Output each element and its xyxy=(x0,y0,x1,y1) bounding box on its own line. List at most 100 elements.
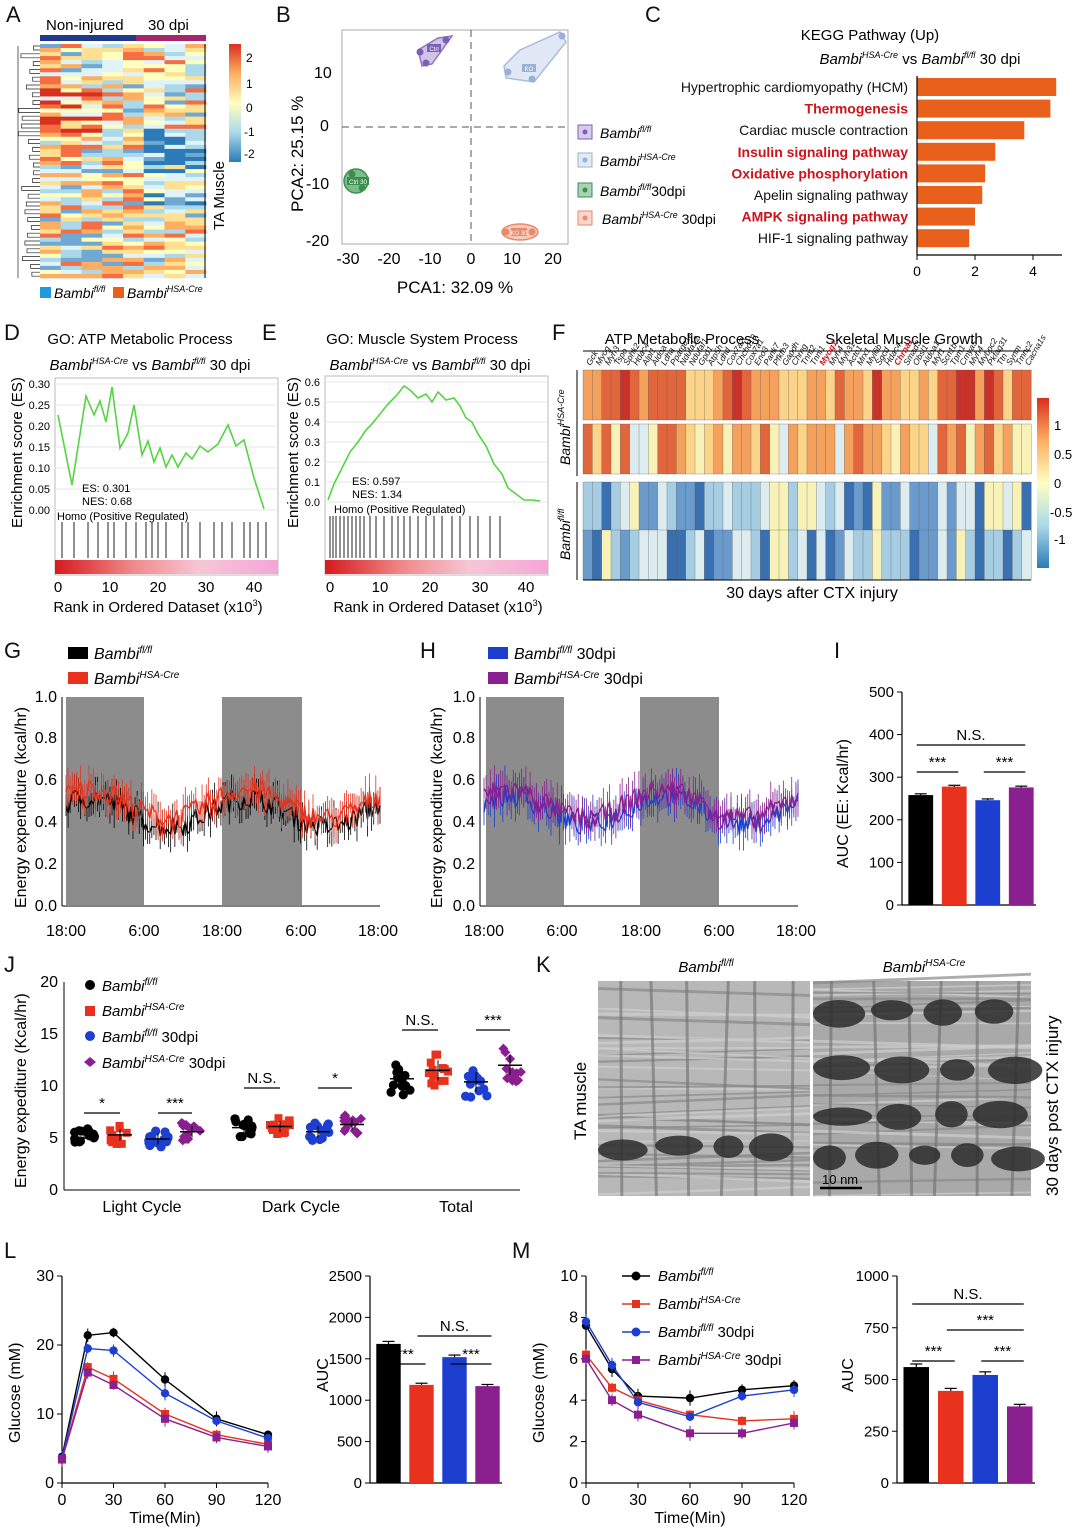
d-hit-lines xyxy=(61,522,267,558)
f-heat-cell xyxy=(890,529,901,581)
a-heat-cell xyxy=(164,92,186,97)
k-fiber xyxy=(597,1171,811,1184)
f-heat-cell xyxy=(638,369,649,421)
a-heat-cell xyxy=(40,48,62,53)
a-heat-cell xyxy=(40,104,62,109)
panel-e: GO: Muscle System Process BambiHSA-Cre v… xyxy=(285,331,549,616)
f-heat-cell xyxy=(984,369,995,421)
h-legend-swatch xyxy=(488,672,508,684)
d-xlabel: Rank in Ordered Dataset (x103) xyxy=(53,598,262,616)
j-dot xyxy=(247,1124,257,1134)
a-heat-cell xyxy=(123,177,145,182)
k-mitochondrion xyxy=(876,1103,922,1130)
a-heat-cell xyxy=(60,52,82,57)
b-xtick: 0 xyxy=(467,251,476,268)
d-title: GO: ATP Metabolic Process xyxy=(47,331,232,348)
a-heat-cell xyxy=(123,104,145,109)
f-heat-cell xyxy=(620,423,631,475)
a-heat-cell xyxy=(143,60,165,65)
a-heat-cell xyxy=(123,68,145,73)
panel-letter-c: C xyxy=(645,2,661,27)
e-nes: NES: 1.34 xyxy=(352,489,402,501)
f-heat-cell xyxy=(974,481,985,533)
a-heat-cell xyxy=(143,265,165,271)
f-heat-cell xyxy=(741,529,752,581)
a-heat-cell xyxy=(164,84,186,89)
a-heat-cell xyxy=(143,152,165,158)
d-es: ES: 0.301 xyxy=(82,483,130,495)
a-heat-cell xyxy=(40,92,62,97)
panel-m-ytick: 0 xyxy=(569,1475,578,1492)
a-heat-cell xyxy=(81,72,103,77)
e-rank-bar xyxy=(325,560,548,574)
g-traces xyxy=(65,765,381,853)
e-xticks: 0 10 20 30 40 xyxy=(326,579,535,596)
a-heat-cell xyxy=(123,209,145,214)
a-heat-cell xyxy=(164,120,186,125)
d-ylabel: Enrichment score (ES) xyxy=(9,377,26,528)
f-scale-tick: 1 xyxy=(1054,418,1061,433)
f-heat-cell xyxy=(610,529,621,581)
a-heat-cell xyxy=(123,201,145,206)
c-xtick: 2 xyxy=(971,263,979,279)
a-heat-cell xyxy=(185,209,207,214)
panel-i-ytick: 0 xyxy=(886,897,894,914)
a-heat-cell xyxy=(102,132,124,138)
b-cluster-tag-text: Ctrl xyxy=(429,47,438,53)
b-ytick: -20 xyxy=(306,233,329,250)
f-heat-cell xyxy=(676,481,687,533)
panel-l-xlabel: Time(Min) xyxy=(129,1510,200,1527)
a-heat-cell xyxy=(185,241,207,247)
j-dot xyxy=(317,1126,328,1136)
f-heat-cell xyxy=(853,481,864,533)
a-heat-cell xyxy=(40,257,62,263)
h-ytick: 0.2 xyxy=(453,856,475,873)
a-heat-cell xyxy=(123,245,145,251)
a-heat-cell xyxy=(185,269,207,275)
a-heat-cell xyxy=(123,181,145,186)
a-dendro-branch xyxy=(27,217,40,222)
a-heat-cell xyxy=(164,165,186,170)
a-legend-swatch-blue xyxy=(40,287,51,298)
a-heat-cell xyxy=(164,64,186,69)
f-heat-cell xyxy=(853,423,864,475)
f-heat-cell xyxy=(862,423,873,475)
panel-m2-bar xyxy=(1006,1406,1033,1483)
a-dendro-branch xyxy=(25,201,40,207)
a-heat-cell xyxy=(185,169,207,174)
f-heat-cell xyxy=(937,369,948,421)
f-heat-cell xyxy=(685,369,696,421)
d-xtick: 30 xyxy=(198,579,215,596)
f-heat-cell xyxy=(816,529,827,581)
panel-m-ytick: 6 xyxy=(569,1351,578,1368)
a-heat-cell xyxy=(123,161,145,166)
f-heat-cell xyxy=(1012,529,1023,581)
a-heat-cell xyxy=(40,100,62,105)
panel-letter-a: A xyxy=(6,2,21,27)
f-heat-cell xyxy=(713,481,724,533)
f-heat-cell xyxy=(713,423,724,475)
a-heat-cell xyxy=(81,148,103,154)
panel-a: Non-injured 30 dpi TA Muscle 2 1 0 -1 -2… xyxy=(17,17,255,301)
f-heat-cell xyxy=(918,423,929,475)
j-dot xyxy=(85,1131,95,1141)
j-sig: *** xyxy=(166,1095,184,1112)
f-heat-cell xyxy=(638,529,649,581)
a-dendro-branch xyxy=(32,147,40,152)
a-heat-cell xyxy=(164,241,186,247)
g-legend-swatch xyxy=(68,647,88,659)
k-mitochondrion xyxy=(813,1145,846,1171)
a-heat-cell xyxy=(102,76,124,81)
a-heat-cell xyxy=(123,169,145,174)
a-heat-cell xyxy=(123,96,145,101)
a-dendro-branch xyxy=(18,131,40,137)
k-mitochondrion xyxy=(870,1000,914,1021)
f-heat-cell xyxy=(769,423,780,475)
panel-letter-i: I xyxy=(834,638,840,663)
a-heat-cell xyxy=(81,48,103,53)
panel-m-xtick: 60 xyxy=(681,1492,699,1509)
f-heat-cell xyxy=(956,423,967,475)
f-heat-cell xyxy=(937,481,948,533)
f-heat-cell xyxy=(956,369,967,421)
f-heat-cell xyxy=(974,423,985,475)
